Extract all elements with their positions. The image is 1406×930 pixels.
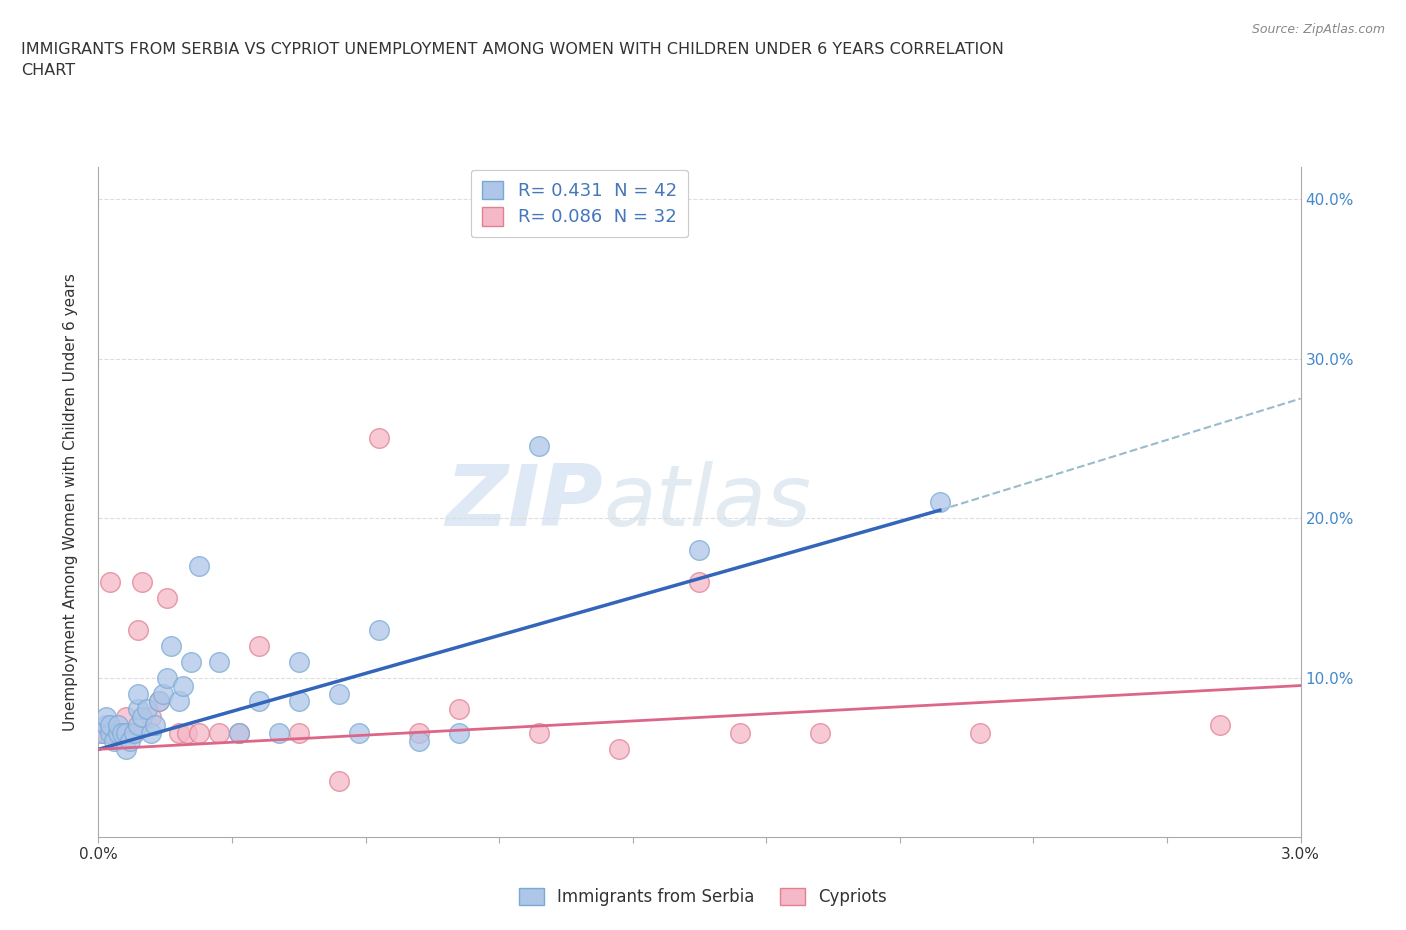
- Point: [347, 726, 370, 741]
- Point: [152, 686, 174, 701]
- Point: [172, 678, 194, 693]
- Point: [100, 575, 122, 590]
- Point: [368, 431, 391, 445]
- Point: [107, 726, 129, 741]
- Point: [808, 726, 831, 741]
- Legend: R= 0.431  N = 42, R= 0.086  N = 32: R= 0.431 N = 42, R= 0.086 N = 32: [471, 170, 688, 237]
- Point: [187, 726, 209, 741]
- Point: [176, 726, 198, 741]
- Point: [228, 726, 250, 741]
- Legend: Immigrants from Serbia, Cypriots: Immigrants from Serbia, Cypriots: [512, 881, 894, 912]
- Point: [128, 686, 150, 701]
- Point: [689, 542, 711, 557]
- Point: [115, 710, 138, 724]
- Point: [107, 726, 129, 741]
- Point: [135, 702, 157, 717]
- Point: [124, 726, 146, 741]
- Point: [529, 439, 551, 454]
- Point: [408, 734, 430, 749]
- Point: [115, 726, 138, 741]
- Point: [328, 686, 350, 701]
- Point: [139, 710, 162, 724]
- Point: [228, 726, 250, 741]
- Point: [128, 622, 150, 637]
- Point: [167, 726, 190, 741]
- Point: [100, 718, 122, 733]
- Point: [124, 726, 146, 741]
- Point: [143, 718, 166, 733]
- Point: [969, 726, 991, 741]
- Point: [120, 726, 142, 741]
- Point: [408, 726, 430, 741]
- Point: [529, 726, 551, 741]
- Point: [328, 774, 350, 789]
- Point: [1209, 718, 1232, 733]
- Point: [247, 694, 270, 709]
- Point: [288, 654, 311, 669]
- Point: [96, 726, 118, 741]
- Point: [107, 718, 129, 733]
- Point: [368, 622, 391, 637]
- Point: [208, 654, 231, 669]
- Point: [267, 726, 290, 741]
- Point: [131, 710, 153, 724]
- Point: [96, 710, 118, 724]
- Point: [96, 718, 118, 733]
- Text: IMMIGRANTS FROM SERBIA VS CYPRIOT UNEMPLOYMENT AMONG WOMEN WITH CHILDREN UNDER 6: IMMIGRANTS FROM SERBIA VS CYPRIOT UNEMPL…: [21, 42, 1004, 78]
- Point: [111, 726, 134, 741]
- Point: [91, 726, 114, 741]
- Point: [187, 559, 209, 574]
- Point: [111, 726, 134, 741]
- Point: [148, 694, 170, 709]
- Point: [208, 726, 231, 741]
- Point: [91, 726, 114, 741]
- Point: [689, 575, 711, 590]
- Point: [115, 742, 138, 757]
- Point: [247, 638, 270, 653]
- Point: [100, 726, 122, 741]
- Text: atlas: atlas: [603, 460, 811, 544]
- Point: [447, 726, 470, 741]
- Point: [155, 591, 177, 605]
- Point: [128, 702, 150, 717]
- Point: [609, 742, 631, 757]
- Point: [288, 726, 311, 741]
- Point: [103, 726, 125, 741]
- Y-axis label: Unemployment Among Women with Children Under 6 years: Unemployment Among Women with Children U…: [63, 273, 77, 731]
- Text: ZIP: ZIP: [446, 460, 603, 544]
- Point: [929, 495, 952, 510]
- Point: [159, 638, 181, 653]
- Point: [288, 694, 311, 709]
- Point: [167, 694, 190, 709]
- Text: Source: ZipAtlas.com: Source: ZipAtlas.com: [1251, 23, 1385, 36]
- Point: [148, 694, 170, 709]
- Point: [139, 726, 162, 741]
- Point: [728, 726, 751, 741]
- Point: [128, 718, 150, 733]
- Point: [447, 702, 470, 717]
- Point: [155, 671, 177, 685]
- Point: [120, 734, 142, 749]
- Point: [103, 734, 125, 749]
- Point: [131, 575, 153, 590]
- Point: [180, 654, 202, 669]
